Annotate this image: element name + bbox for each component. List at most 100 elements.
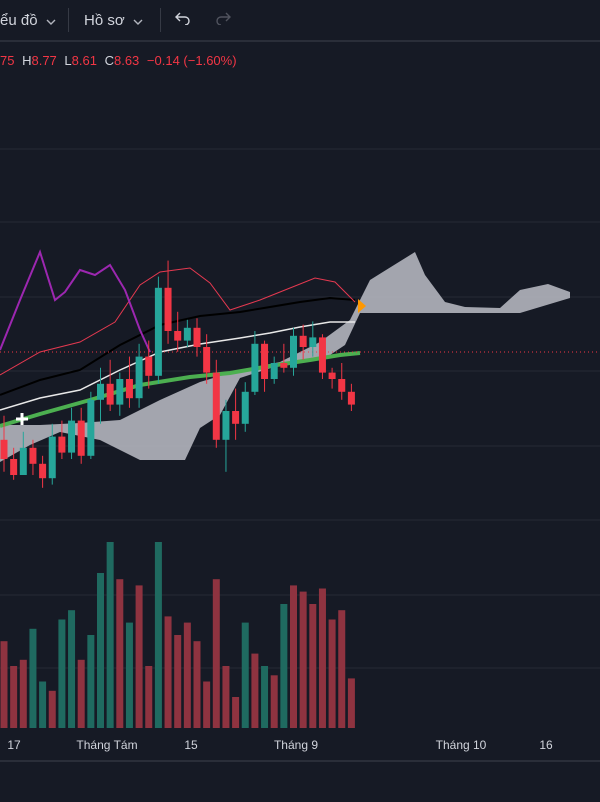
moving-average-fast bbox=[0, 267, 356, 376]
change-value: −0.14 (−1.60%) bbox=[146, 53, 237, 68]
candle-body bbox=[174, 331, 182, 341]
candle-body bbox=[183, 327, 191, 341]
candle-body bbox=[280, 363, 288, 368]
undo-icon bbox=[174, 11, 192, 29]
volume-bar bbox=[241, 622, 249, 728]
time-axis-label: 15 bbox=[184, 738, 198, 752]
volume-bar bbox=[261, 666, 269, 728]
chart-type-label: ểu đồ bbox=[0, 11, 38, 29]
moving-average-base bbox=[0, 296, 356, 396]
candle-body bbox=[328, 372, 336, 379]
volume-bar bbox=[203, 681, 211, 728]
candle-body bbox=[203, 347, 211, 373]
candle-body bbox=[68, 420, 76, 453]
candle-body bbox=[135, 356, 143, 399]
chart-type-menu[interactable]: ểu đồ bbox=[0, 0, 56, 40]
volume-bar bbox=[193, 641, 201, 728]
volume-bar bbox=[145, 666, 153, 728]
volume-bar bbox=[232, 697, 240, 728]
toolbar-divider bbox=[160, 8, 161, 32]
ichimoku-cloud bbox=[0, 252, 570, 462]
volume-bar bbox=[212, 579, 220, 728]
toolbar-divider bbox=[68, 8, 69, 32]
price-chart[interactable] bbox=[0, 42, 600, 728]
redo-icon bbox=[214, 11, 232, 29]
volume-bar bbox=[29, 628, 37, 728]
time-axis-label: Tháng 9 bbox=[273, 738, 319, 752]
candle-body bbox=[338, 379, 346, 392]
candle-body bbox=[48, 436, 56, 479]
lagging-span bbox=[0, 249, 151, 353]
volume-bar bbox=[270, 675, 278, 728]
volume-bar bbox=[222, 666, 230, 728]
volume-bar bbox=[174, 635, 182, 728]
candle-body bbox=[241, 391, 249, 424]
volume-bar bbox=[290, 585, 297, 728]
volume-bar bbox=[48, 690, 56, 728]
volume-bar bbox=[299, 591, 307, 728]
volume-bar bbox=[183, 622, 191, 728]
volume-bar bbox=[280, 604, 288, 728]
candle-body bbox=[309, 337, 317, 347]
time-axis-label: Tháng Tám bbox=[76, 738, 138, 752]
candle-body bbox=[116, 379, 124, 405]
candle-body bbox=[222, 411, 230, 440]
open-value: 75 bbox=[0, 53, 15, 68]
candle-body bbox=[164, 287, 172, 331]
volume-bar bbox=[97, 573, 104, 728]
profile-menu[interactable]: Hồ sơ bbox=[84, 0, 143, 40]
profile-label: Hồ sơ bbox=[84, 11, 125, 29]
candle-body bbox=[97, 383, 104, 400]
candle-body bbox=[58, 436, 66, 453]
redo-button[interactable] bbox=[214, 0, 232, 40]
volume-bar bbox=[347, 678, 355, 728]
volume-bar bbox=[106, 542, 114, 728]
volume-bar bbox=[19, 659, 27, 728]
close-key: C bbox=[104, 53, 114, 68]
low-value: 8.61 bbox=[71, 53, 97, 68]
ohlc-legend: 75 H8.77 L8.61 C8.63 −0.14 (−1.60%) bbox=[0, 53, 237, 68]
volume-bar bbox=[338, 610, 346, 728]
candle-body bbox=[193, 327, 201, 347]
candle-body bbox=[125, 379, 133, 399]
candle-body bbox=[39, 463, 47, 479]
high-value: 8.77 bbox=[31, 53, 57, 68]
undo-button[interactable] bbox=[174, 0, 192, 40]
candle-body bbox=[106, 383, 114, 405]
chevron-down-icon bbox=[46, 12, 56, 29]
volume-bar bbox=[154, 542, 162, 728]
volume-bar bbox=[68, 610, 76, 728]
candle-body bbox=[77, 420, 85, 456]
top-toolbar: ểu đồ Hồ sơ bbox=[0, 0, 600, 42]
time-axis-label: Tháng 10 bbox=[435, 738, 487, 752]
candle-body bbox=[290, 335, 297, 368]
candle-body bbox=[347, 391, 355, 405]
volume-bar bbox=[135, 585, 143, 728]
time-axis-label: 17 bbox=[7, 738, 21, 752]
volume-bar bbox=[77, 659, 85, 728]
signal-marker bbox=[358, 299, 366, 313]
volume-bar bbox=[39, 681, 47, 728]
low-key: L bbox=[64, 53, 72, 68]
volume-bar bbox=[318, 588, 326, 728]
volume-bar bbox=[251, 653, 259, 728]
volume-bar bbox=[309, 604, 317, 728]
candle-body bbox=[145, 356, 153, 376]
cross-marker bbox=[16, 413, 28, 425]
candle-body bbox=[232, 411, 240, 424]
volume-bar bbox=[116, 579, 124, 728]
close-value: 8.63 bbox=[113, 53, 140, 68]
volume-bar bbox=[0, 641, 8, 728]
time-axis[interactable]: 17 Tháng Tám 15 Tháng 9 Tháng 10 16 bbox=[0, 728, 600, 760]
candle-body bbox=[10, 459, 18, 475]
candle-body bbox=[0, 439, 8, 459]
candle-body bbox=[261, 343, 269, 379]
volume-bar bbox=[10, 666, 18, 728]
time-axis-label: 16 bbox=[539, 738, 553, 752]
candle-body bbox=[19, 447, 27, 475]
candle-body bbox=[299, 335, 307, 347]
volume-bar bbox=[58, 619, 66, 728]
candle-body bbox=[87, 399, 95, 456]
candle-body bbox=[154, 287, 162, 376]
candle-body bbox=[251, 343, 259, 392]
